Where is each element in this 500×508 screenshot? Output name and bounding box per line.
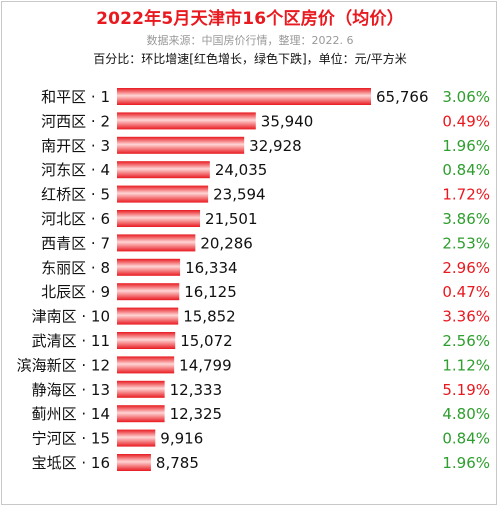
value-label: 15,072	[180, 332, 233, 350]
mom-change-label: 5.19%	[442, 381, 490, 399]
value-label: 20,286	[200, 234, 253, 252]
mom-change-label: 4.80%	[442, 405, 490, 423]
bar	[117, 380, 165, 398]
mom-change-label: 2.53%	[442, 234, 490, 252]
mom-change-label: 0.49%	[442, 112, 490, 130]
category-label: 南开区 · 3	[41, 137, 110, 155]
category-label: 红桥区 · 5	[41, 186, 110, 204]
category-label: 和平区 · 1	[41, 88, 110, 106]
mom-change-label: 0.84%	[442, 430, 490, 448]
category-label: 宁河区 · 15	[32, 430, 110, 448]
value-label: 21,501	[205, 210, 258, 228]
mom-change-label: 1.96%	[442, 137, 490, 155]
chart-title: 2022年5月天津市16个区房价（均价）	[96, 9, 404, 29]
value-label: 16,125	[184, 283, 237, 301]
value-label: 12,325	[170, 405, 223, 423]
value-label: 23,594	[213, 186, 265, 204]
category-label: 东丽区 · 8	[41, 259, 110, 277]
value-label: 16,334	[185, 259, 238, 277]
category-label: 河东区 · 4	[41, 161, 110, 179]
value-label: 14,799	[179, 356, 232, 374]
bar	[117, 283, 180, 301]
mom-change-label: 1.72%	[442, 186, 490, 204]
bar	[117, 429, 156, 447]
mom-change-label: 3.06%	[442, 88, 490, 106]
mom-change-label: 3.86%	[442, 210, 490, 228]
category-label: 宝坻区 · 16	[32, 454, 110, 472]
chart-note: 百分比：环比增速[红色增长，绿色下跌]，单位：元/平方米	[93, 52, 407, 66]
mom-change-label: 3.36%	[442, 308, 490, 326]
bar	[117, 454, 151, 471]
bar	[117, 136, 245, 154]
bar	[117, 356, 175, 374]
bar	[117, 332, 176, 349]
data-source: 数据来源：中国房价行情，整理：2022. 6	[146, 34, 354, 47]
category-label: 河西区 · 2	[41, 112, 110, 130]
category-label: 静海区 · 13	[32, 381, 110, 399]
value-label: 12,333	[170, 381, 223, 399]
value-label: 35,940	[261, 112, 314, 130]
mom-change-label: 2.96%	[442, 259, 490, 277]
mom-change-label: 0.84%	[442, 161, 490, 179]
value-label: 15,852	[183, 308, 236, 326]
value-label: 32,928	[249, 137, 302, 155]
bar	[117, 307, 179, 325]
bar	[117, 185, 209, 203]
category-label: 西青区 · 7	[41, 234, 110, 252]
mom-change-label: 2.56%	[442, 332, 490, 350]
mom-change-label: 1.12%	[442, 356, 490, 374]
category-label: 武清区 · 11	[32, 332, 110, 350]
mom-change-label: 1.96%	[442, 454, 490, 472]
value-label: 8,785	[156, 454, 199, 472]
category-label: 北辰区 · 9	[41, 283, 110, 301]
category-label: 蓟州区 · 14	[32, 405, 110, 423]
bar	[117, 112, 256, 130]
value-label: 24,035	[215, 161, 268, 179]
value-label: 9,916	[160, 430, 203, 448]
category-label: 津南区 · 10	[32, 308, 110, 326]
bar	[117, 210, 201, 227]
bar	[117, 161, 210, 179]
category-label: 滨海新区 · 12	[17, 356, 110, 374]
bar	[117, 234, 196, 252]
mom-change-label: 0.47%	[442, 283, 490, 301]
bar	[117, 405, 165, 423]
bar	[117, 258, 181, 276]
category-label: 河北区 · 6	[41, 210, 110, 228]
bar	[117, 88, 371, 105]
value-label: 65,766	[376, 88, 429, 106]
